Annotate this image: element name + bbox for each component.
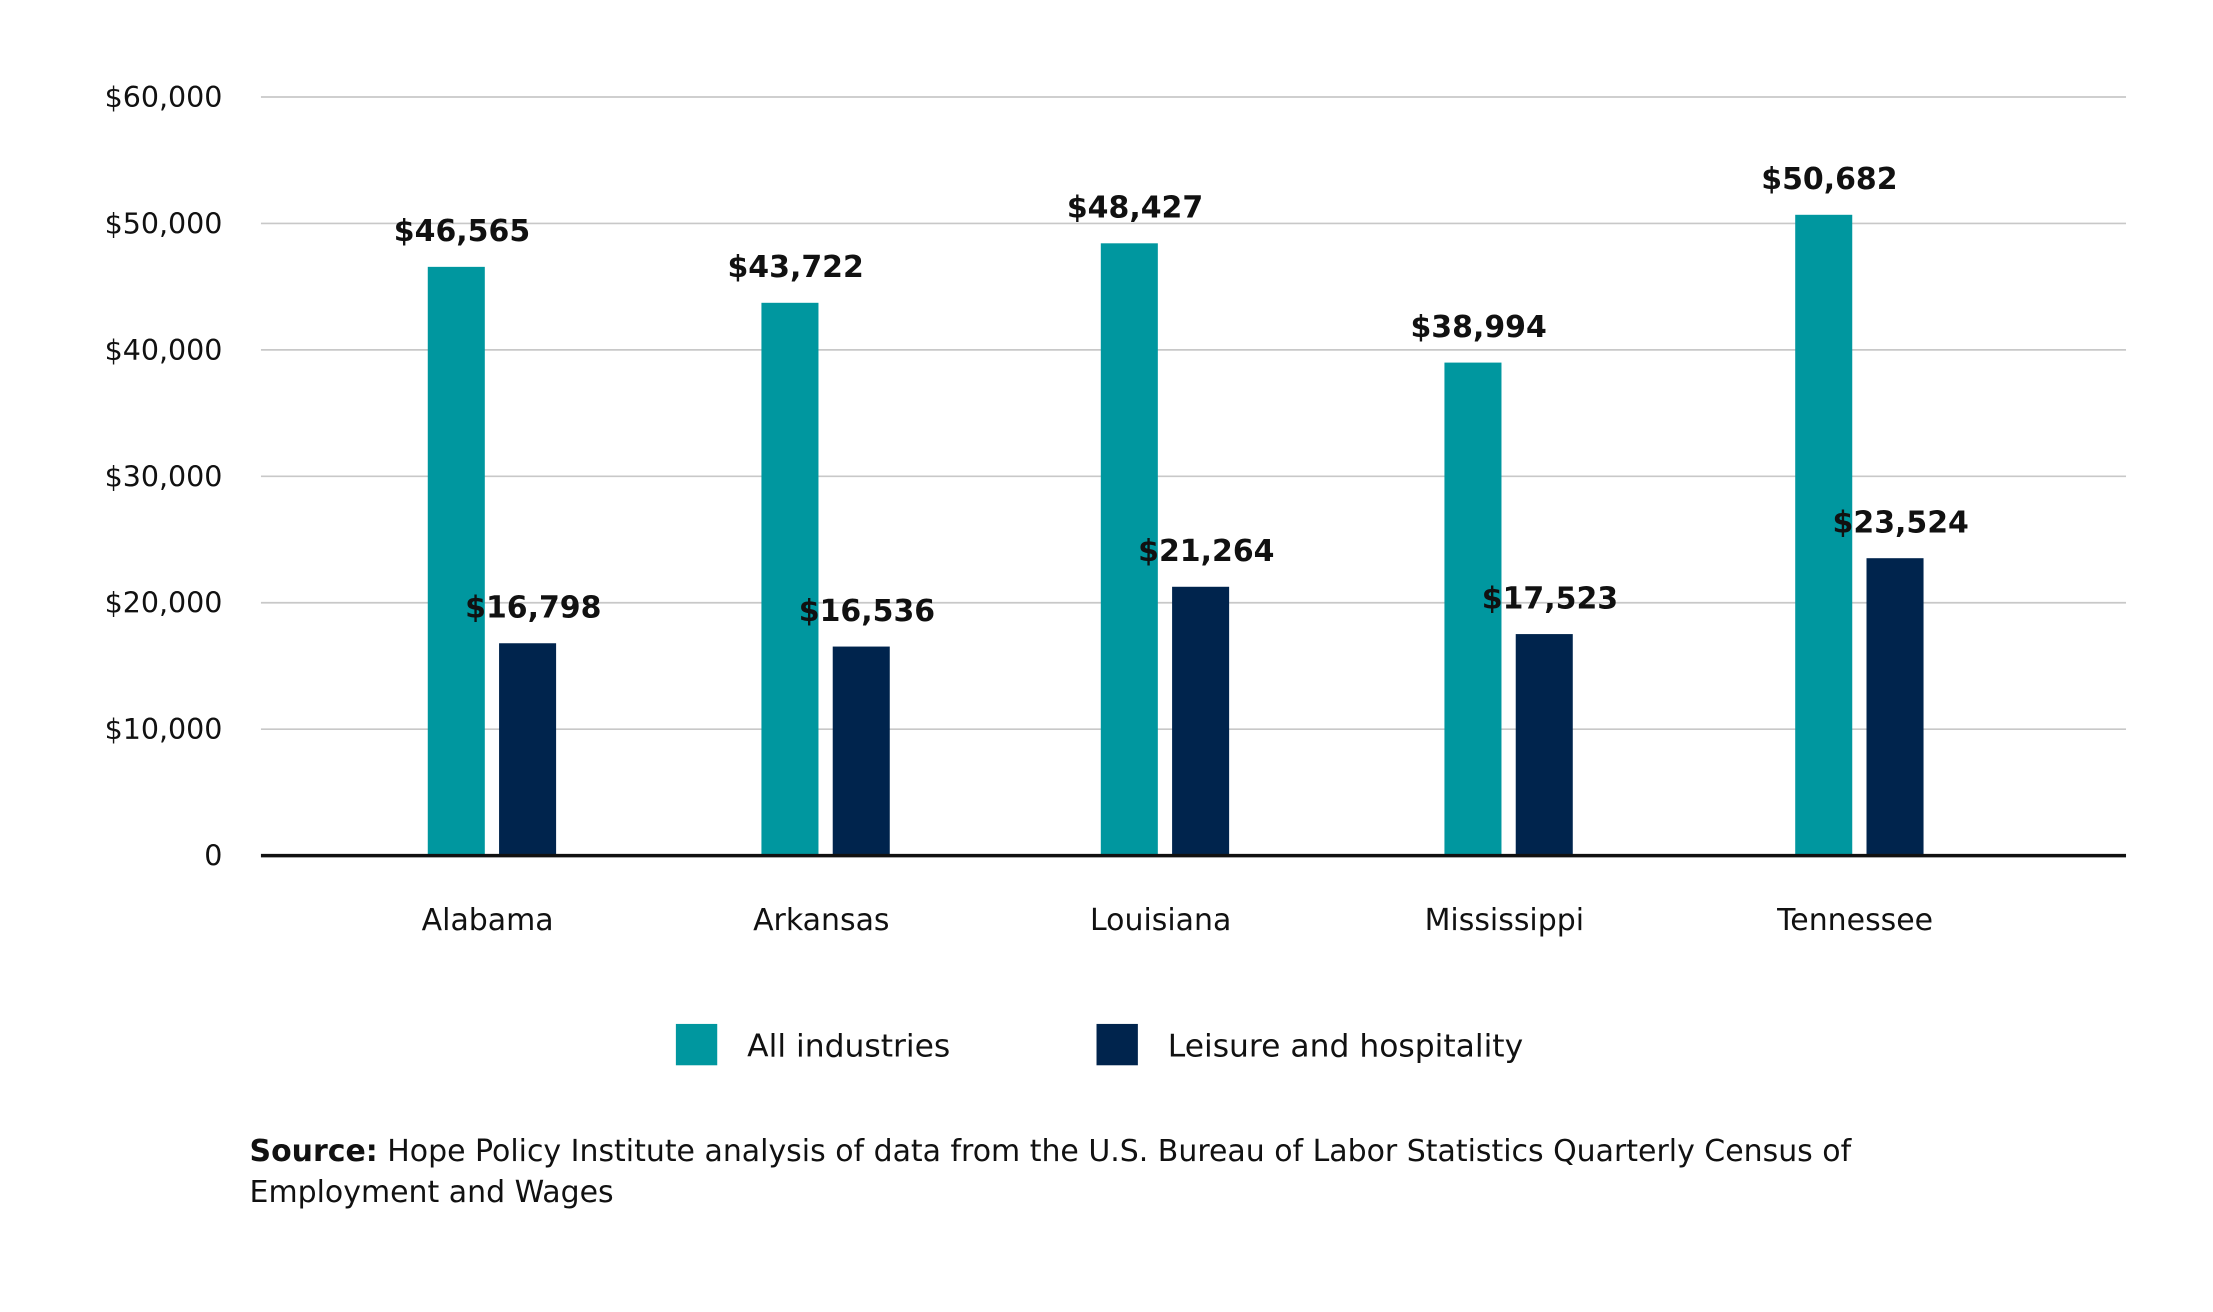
bar-leisure-hospitality <box>1172 586 1230 856</box>
legend-label-all-industries: All industries <box>747 1029 950 1065</box>
legend-swatch-leisure-hospitality <box>1096 1023 1138 1066</box>
y-tick-label: $40,000 <box>105 334 223 367</box>
legend-label-leisure-hospitality: Leisure and hospitality <box>1168 1029 1523 1065</box>
y-axis-ticks: 0 $10,000 $20,000 $30,000 $40,000 $50,000 $60,… <box>105 81 223 873</box>
bar-all-industries <box>761 302 819 856</box>
data-label: $43,722 <box>727 250 863 285</box>
bar-all-industries <box>1795 214 1853 856</box>
data-label: $50,682 <box>1761 162 1897 197</box>
data-label: $21,264 <box>1138 534 1274 569</box>
bars: $46,565 $16,798 $43,722 $16,536 $48,427 $21,2… <box>394 162 1969 856</box>
data-label: $23,524 <box>1833 506 1969 541</box>
x-tick-label: Arkansas <box>753 903 889 938</box>
y-tick-label: 0 <box>204 840 222 873</box>
legend-swatch-all-industries <box>675 1023 718 1066</box>
legend: All industries Leisure and hospitality <box>675 1023 1523 1066</box>
x-tick-label: Alabama <box>422 903 554 938</box>
y-tick-label: $30,000 <box>105 460 223 493</box>
bar-all-industries <box>1444 362 1502 856</box>
source-note-line1: Source: Hope Policy Institute analysis o… <box>250 1134 1853 1169</box>
data-label: $48,427 <box>1067 191 1203 226</box>
bar-leisure-hospitality <box>832 646 890 856</box>
y-tick-label: $20,000 <box>105 587 223 620</box>
data-label: $46,565 <box>394 214 530 249</box>
y-tick-label: $10,000 <box>105 713 223 746</box>
source-note-line2: Employment and Wages <box>250 1175 614 1210</box>
data-label: $16,798 <box>465 591 601 626</box>
bar-leisure-hospitality <box>1515 634 1573 856</box>
data-label: $38,994 <box>1410 310 1546 345</box>
bar-leisure-hospitality <box>499 643 557 856</box>
x-axis-labels: Alabama Arkansas Louisiana Mississippi Tenne… <box>422 903 1933 938</box>
source-label: Source: <box>250 1134 378 1169</box>
y-tick-label: $60,000 <box>105 81 223 114</box>
bar-leisure-hospitality <box>1866 558 1924 856</box>
x-tick-label: Mississippi <box>1425 903 1584 938</box>
data-label: $17,523 <box>1482 581 1618 616</box>
bar-all-industries <box>1100 243 1158 856</box>
source-text: Hope Policy Institute analysis of data f… <box>378 1134 1853 1169</box>
x-tick-label: Louisiana <box>1090 903 1231 938</box>
data-label: $16,536 <box>799 594 935 629</box>
y-tick-label: $50,000 <box>105 207 223 240</box>
x-tick-label: Tennessee <box>1776 903 1933 938</box>
bar-all-industries <box>427 266 485 856</box>
